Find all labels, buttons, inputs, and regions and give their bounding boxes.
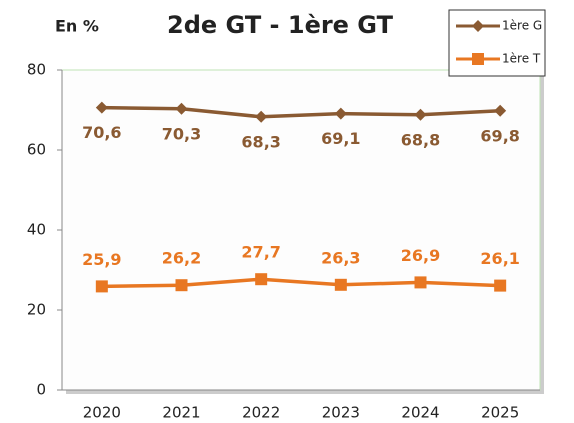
series-marker <box>414 276 427 289</box>
series-marker <box>95 101 108 114</box>
legend-label: 1ère G <box>502 19 542 33</box>
data-label: 68,3 <box>241 132 280 151</box>
chart-title: 2de GT - 1ère GT <box>167 11 394 39</box>
series-line <box>101 277 501 289</box>
series-marker <box>255 273 268 286</box>
series-marker <box>334 107 347 120</box>
data-label: 68,8 <box>401 130 440 149</box>
plot-area <box>61 69 541 391</box>
data-label: 70,3 <box>162 124 201 143</box>
y-tick-label: 60 <box>27 141 46 159</box>
y-tick-label: 40 <box>27 221 46 239</box>
x-tick-label: 2023 <box>322 404 360 422</box>
series-line <box>101 105 501 119</box>
x-tick-label: 2022 <box>242 404 280 422</box>
x-tick-label: 2020 <box>83 404 121 422</box>
x-tick-label: 2025 <box>481 404 519 422</box>
data-label: 25,9 <box>82 250 121 269</box>
y-axis-label: En % <box>55 17 99 36</box>
series-marker <box>334 278 347 291</box>
data-label: 26,3 <box>321 248 360 267</box>
series-marker <box>175 279 188 292</box>
data-label: 27,7 <box>241 243 280 262</box>
y-tick-label: 0 <box>36 381 46 399</box>
series-marker <box>414 108 427 121</box>
series-marker <box>494 279 507 292</box>
legend-marker <box>472 53 484 65</box>
data-label: 26,9 <box>401 246 440 265</box>
x-tick-label: 2021 <box>162 404 200 422</box>
x-tick-label: 2024 <box>401 404 439 422</box>
data-label: 70,6 <box>82 123 121 142</box>
y-tick-label: 20 <box>27 301 46 319</box>
legend-label: 1ère T <box>502 52 541 66</box>
series-marker <box>95 280 108 293</box>
data-label: 26,1 <box>480 249 519 268</box>
legend-marker <box>472 20 484 32</box>
data-label: 26,2 <box>162 249 201 268</box>
series-marker <box>494 104 507 117</box>
y-tick-label: 80 <box>27 61 46 79</box>
data-label: 69,8 <box>480 126 519 145</box>
legend <box>448 9 546 77</box>
series-marker <box>255 110 268 123</box>
data-label: 69,1 <box>321 129 360 148</box>
series-marker <box>175 102 188 115</box>
